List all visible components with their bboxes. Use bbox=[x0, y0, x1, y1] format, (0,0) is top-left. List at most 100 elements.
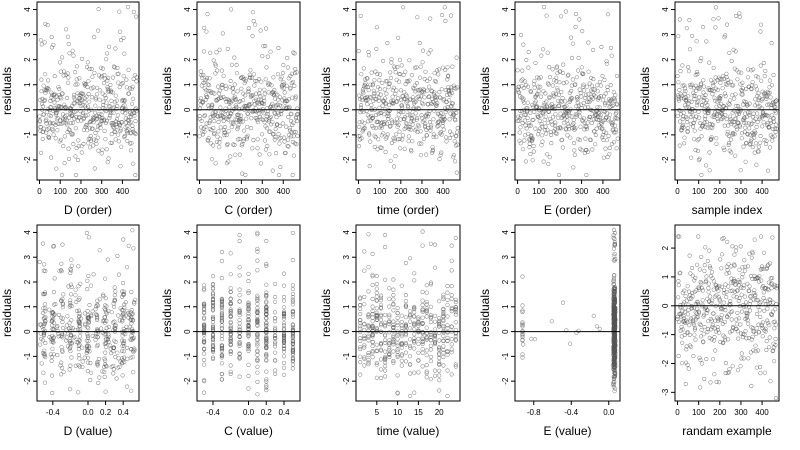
data-point bbox=[701, 98, 706, 103]
x-axis-title: time (order) bbox=[377, 203, 439, 217]
data-point bbox=[606, 133, 611, 138]
data-point bbox=[705, 329, 710, 335]
y-axis-title: residuals bbox=[478, 67, 492, 115]
data-point bbox=[451, 155, 456, 160]
data-point bbox=[419, 100, 425, 105]
data-point bbox=[395, 347, 400, 352]
data-point bbox=[210, 292, 216, 297]
data-point bbox=[72, 334, 77, 340]
data-point bbox=[111, 367, 116, 372]
data-point bbox=[385, 41, 390, 46]
data-point bbox=[278, 164, 283, 170]
data-point bbox=[572, 127, 577, 132]
data-point bbox=[518, 141, 523, 146]
data-point bbox=[701, 84, 707, 89]
data-point bbox=[453, 307, 458, 312]
x-tick-label: 0 bbox=[675, 187, 680, 196]
data-point bbox=[250, 75, 255, 80]
plot-frame bbox=[355, 224, 461, 402]
data-point bbox=[520, 355, 525, 360]
data-point bbox=[453, 235, 458, 240]
data-point bbox=[61, 73, 66, 78]
data-point bbox=[378, 321, 384, 326]
data-point bbox=[773, 396, 779, 401]
data-point bbox=[708, 266, 713, 271]
data-point bbox=[706, 106, 711, 111]
y-tick-label: 4 bbox=[342, 230, 351, 235]
data-point bbox=[357, 120, 362, 125]
data-point bbox=[532, 109, 537, 114]
data-point bbox=[416, 317, 421, 322]
data-point bbox=[753, 343, 758, 348]
data-point bbox=[595, 89, 600, 94]
data-point bbox=[79, 150, 84, 155]
data-point bbox=[82, 311, 87, 316]
y-tick-label: -2 bbox=[183, 156, 192, 164]
data-point bbox=[758, 140, 763, 145]
data-point bbox=[228, 289, 233, 294]
data-point bbox=[739, 309, 745, 314]
data-point bbox=[414, 65, 419, 70]
x-tick-label: 0.2 bbox=[100, 408, 112, 417]
data-point bbox=[727, 114, 733, 119]
data-point bbox=[436, 72, 441, 77]
data-point bbox=[106, 332, 111, 337]
data-point bbox=[209, 157, 214, 162]
data-point bbox=[435, 101, 440, 106]
data-point bbox=[119, 119, 124, 124]
data-point bbox=[697, 95, 702, 100]
data-point bbox=[522, 118, 527, 123]
y-tick-label: 0 bbox=[661, 303, 670, 308]
data-point bbox=[437, 356, 442, 361]
data-point bbox=[113, 289, 118, 294]
data-point bbox=[117, 122, 122, 127]
data-point bbox=[753, 130, 758, 135]
data-point bbox=[106, 75, 111, 80]
data-point bbox=[695, 300, 700, 305]
data-point bbox=[759, 266, 764, 271]
data-point bbox=[291, 134, 296, 139]
data-point bbox=[702, 116, 708, 121]
data-point bbox=[761, 290, 766, 295]
y-tick-label: 0 bbox=[183, 329, 192, 334]
data-point bbox=[684, 298, 689, 303]
plot-frame bbox=[514, 1, 621, 181]
data-point bbox=[702, 325, 707, 330]
data-point bbox=[745, 312, 750, 317]
data-point bbox=[449, 347, 454, 352]
data-point bbox=[692, 327, 697, 332]
data-point bbox=[600, 135, 605, 140]
data-point bbox=[437, 378, 442, 383]
data-point bbox=[719, 316, 724, 321]
data-point bbox=[403, 322, 408, 327]
data-point bbox=[427, 94, 432, 99]
data-point bbox=[744, 313, 749, 319]
data-point bbox=[445, 335, 450, 340]
data-point bbox=[612, 273, 617, 278]
data-point bbox=[359, 103, 364, 108]
data-point bbox=[580, 29, 585, 34]
data-point bbox=[206, 82, 211, 87]
data-point bbox=[773, 336, 778, 342]
data-point bbox=[553, 91, 559, 96]
data-point bbox=[521, 342, 526, 347]
data-point bbox=[443, 135, 449, 140]
data-point bbox=[689, 306, 694, 311]
data-point bbox=[383, 333, 388, 338]
data-point bbox=[198, 69, 203, 74]
data-point bbox=[225, 141, 230, 146]
data-point bbox=[370, 309, 375, 314]
data-point bbox=[237, 339, 242, 345]
data-point bbox=[219, 249, 224, 255]
data-point bbox=[117, 85, 122, 90]
data-point bbox=[713, 348, 718, 353]
data-point bbox=[42, 348, 47, 353]
data-point bbox=[202, 351, 207, 356]
data-point bbox=[219, 353, 224, 358]
data-point bbox=[207, 119, 213, 124]
data-point bbox=[549, 141, 554, 146]
data-point bbox=[411, 106, 416, 111]
data-point bbox=[746, 110, 751, 115]
data-point bbox=[202, 346, 207, 351]
data-point bbox=[130, 318, 136, 323]
